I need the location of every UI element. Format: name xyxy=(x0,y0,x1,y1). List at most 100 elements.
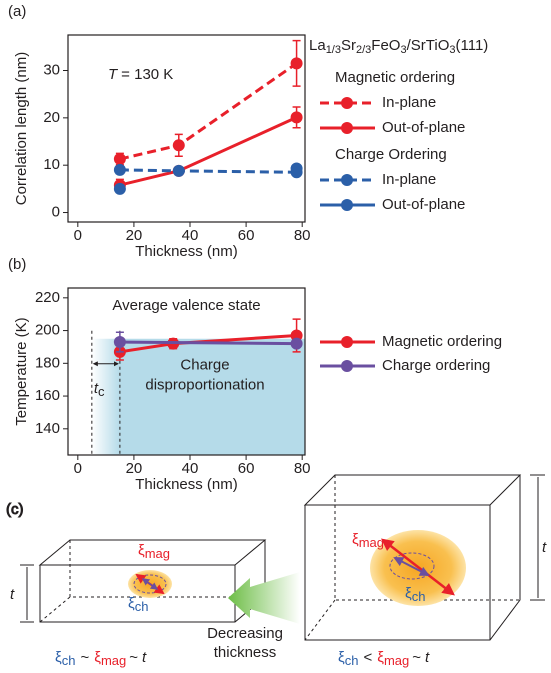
sub: ch xyxy=(412,589,426,604)
legend-label: Charge ordering xyxy=(382,357,490,374)
annotation: Charge xyxy=(180,357,229,374)
data-point xyxy=(290,162,303,175)
thickness-label: t xyxy=(542,539,547,556)
t: t xyxy=(425,649,430,666)
annotation-text: = 130 K xyxy=(121,66,173,83)
tc-symbol: t xyxy=(94,380,99,397)
data-point xyxy=(172,164,185,177)
subscript: 3 xyxy=(449,44,455,56)
x-tick-label: 80 xyxy=(294,227,311,244)
series-line xyxy=(119,116,298,187)
data-point xyxy=(172,139,185,152)
xi-ch: ξch xyxy=(405,585,425,604)
y-tick-label: 220 xyxy=(35,289,60,306)
x-tick-label: 20 xyxy=(126,460,143,477)
panel-label: (a) xyxy=(8,3,26,20)
sub: mag xyxy=(101,653,126,668)
data-point xyxy=(290,57,303,70)
x-tick-label: 40 xyxy=(182,227,199,244)
xi: ξ xyxy=(138,542,145,559)
legend-marker xyxy=(341,336,353,348)
xi-mag: ξmag xyxy=(352,531,384,550)
panel-label: (b) xyxy=(8,256,26,273)
y-tick-label: 20 xyxy=(43,109,60,126)
xi: ξ xyxy=(377,649,384,666)
thick-box xyxy=(303,474,522,641)
decrease-arrow xyxy=(228,572,300,624)
annotation-symbol: T xyxy=(108,66,119,83)
x-axis-label: Thickness (nm) xyxy=(135,243,238,260)
xi-ch: ξch xyxy=(128,595,148,614)
op: ~ xyxy=(129,649,138,666)
x-tick-label: 60 xyxy=(238,227,255,244)
formula-part: (111) xyxy=(456,37,489,54)
charge-domain xyxy=(133,574,167,594)
tc-label: tc xyxy=(94,380,105,399)
xi: ξ xyxy=(128,595,135,612)
relation: ξch ~ ξmag ~ t xyxy=(55,649,147,668)
legend-label: In-plane xyxy=(382,171,436,188)
sample-label: La1/3Sr2/3FeO3/SrTiO3(111) xyxy=(309,37,488,56)
legend-marker xyxy=(341,199,353,211)
data-point xyxy=(290,111,303,124)
thickness-label: t xyxy=(10,586,15,603)
y-tick-label: 30 xyxy=(43,61,60,78)
formula-part: FeO xyxy=(371,37,400,54)
x-tick-label: 80 xyxy=(294,460,311,477)
tc-sub: c xyxy=(98,384,105,399)
y-tick-label: 160 xyxy=(35,387,60,404)
sub: ch xyxy=(62,653,76,668)
xi: ξ xyxy=(94,649,101,666)
y-tick-label: 140 xyxy=(35,420,60,437)
y-tick-label: 10 xyxy=(43,156,60,173)
x-tick-label: 60 xyxy=(238,460,255,477)
legend-group-title: Charge Ordering xyxy=(335,146,447,163)
xi: ξ xyxy=(338,649,345,666)
x-tick-label: 0 xyxy=(74,460,82,477)
diagram: (c) xyxy=(6,474,545,641)
sub: mag xyxy=(145,546,170,561)
arrow-label: Decreasing xyxy=(207,625,283,642)
x-axis-label: Thickness (nm) xyxy=(135,476,238,493)
sub: ch xyxy=(345,653,359,668)
sub: mag xyxy=(359,535,384,550)
xi-mag: ξmag xyxy=(138,542,170,561)
legend-label: Magnetic ordering xyxy=(382,333,502,350)
charge-arrow xyxy=(141,578,159,590)
annotation: Average valence state xyxy=(112,297,260,314)
y-tick-label: 200 xyxy=(35,322,60,339)
legend-marker xyxy=(341,97,353,109)
plot-frame xyxy=(67,34,306,223)
plot-frame xyxy=(67,287,306,456)
t: t xyxy=(142,649,147,666)
sub: ch xyxy=(135,599,149,614)
x-tick-label: 40 xyxy=(182,460,199,477)
legend-label: Out-of-plane xyxy=(382,119,465,136)
legend-marker xyxy=(341,174,353,186)
shade-gradient xyxy=(91,338,120,455)
arrow-label: thickness xyxy=(214,644,277,661)
legend-label: Out-of-plane xyxy=(382,196,465,213)
legend-marker xyxy=(341,360,353,372)
legend-group-title: Magnetic ordering xyxy=(335,69,455,86)
op: ~ xyxy=(80,649,89,666)
subscript: 2/3 xyxy=(356,44,371,56)
diagram-labels: t t ξmag ξch ξmag ξch Decreasing thickne… xyxy=(10,531,547,668)
y-tick-label: 0 xyxy=(52,204,60,221)
data-point xyxy=(113,153,126,166)
hidden-edges xyxy=(304,475,520,641)
annotation: disproportionation xyxy=(145,377,264,394)
formula-part: Sr xyxy=(341,37,356,54)
x-tick-label: 20 xyxy=(126,227,143,244)
op: ~ xyxy=(412,649,421,666)
xi: ξ xyxy=(352,531,359,548)
thickness-marker xyxy=(20,564,34,623)
relation: ξch < ξmag ~ t xyxy=(338,649,430,668)
formula-part: La xyxy=(309,37,326,54)
y-axis-label: Correlation length (nm) xyxy=(13,52,30,205)
data-point xyxy=(290,337,303,350)
formula-part: /SrTiO xyxy=(407,37,450,54)
x-tick-label: 0 xyxy=(74,227,82,244)
xi: ξ xyxy=(55,649,62,666)
op: < xyxy=(363,649,372,666)
